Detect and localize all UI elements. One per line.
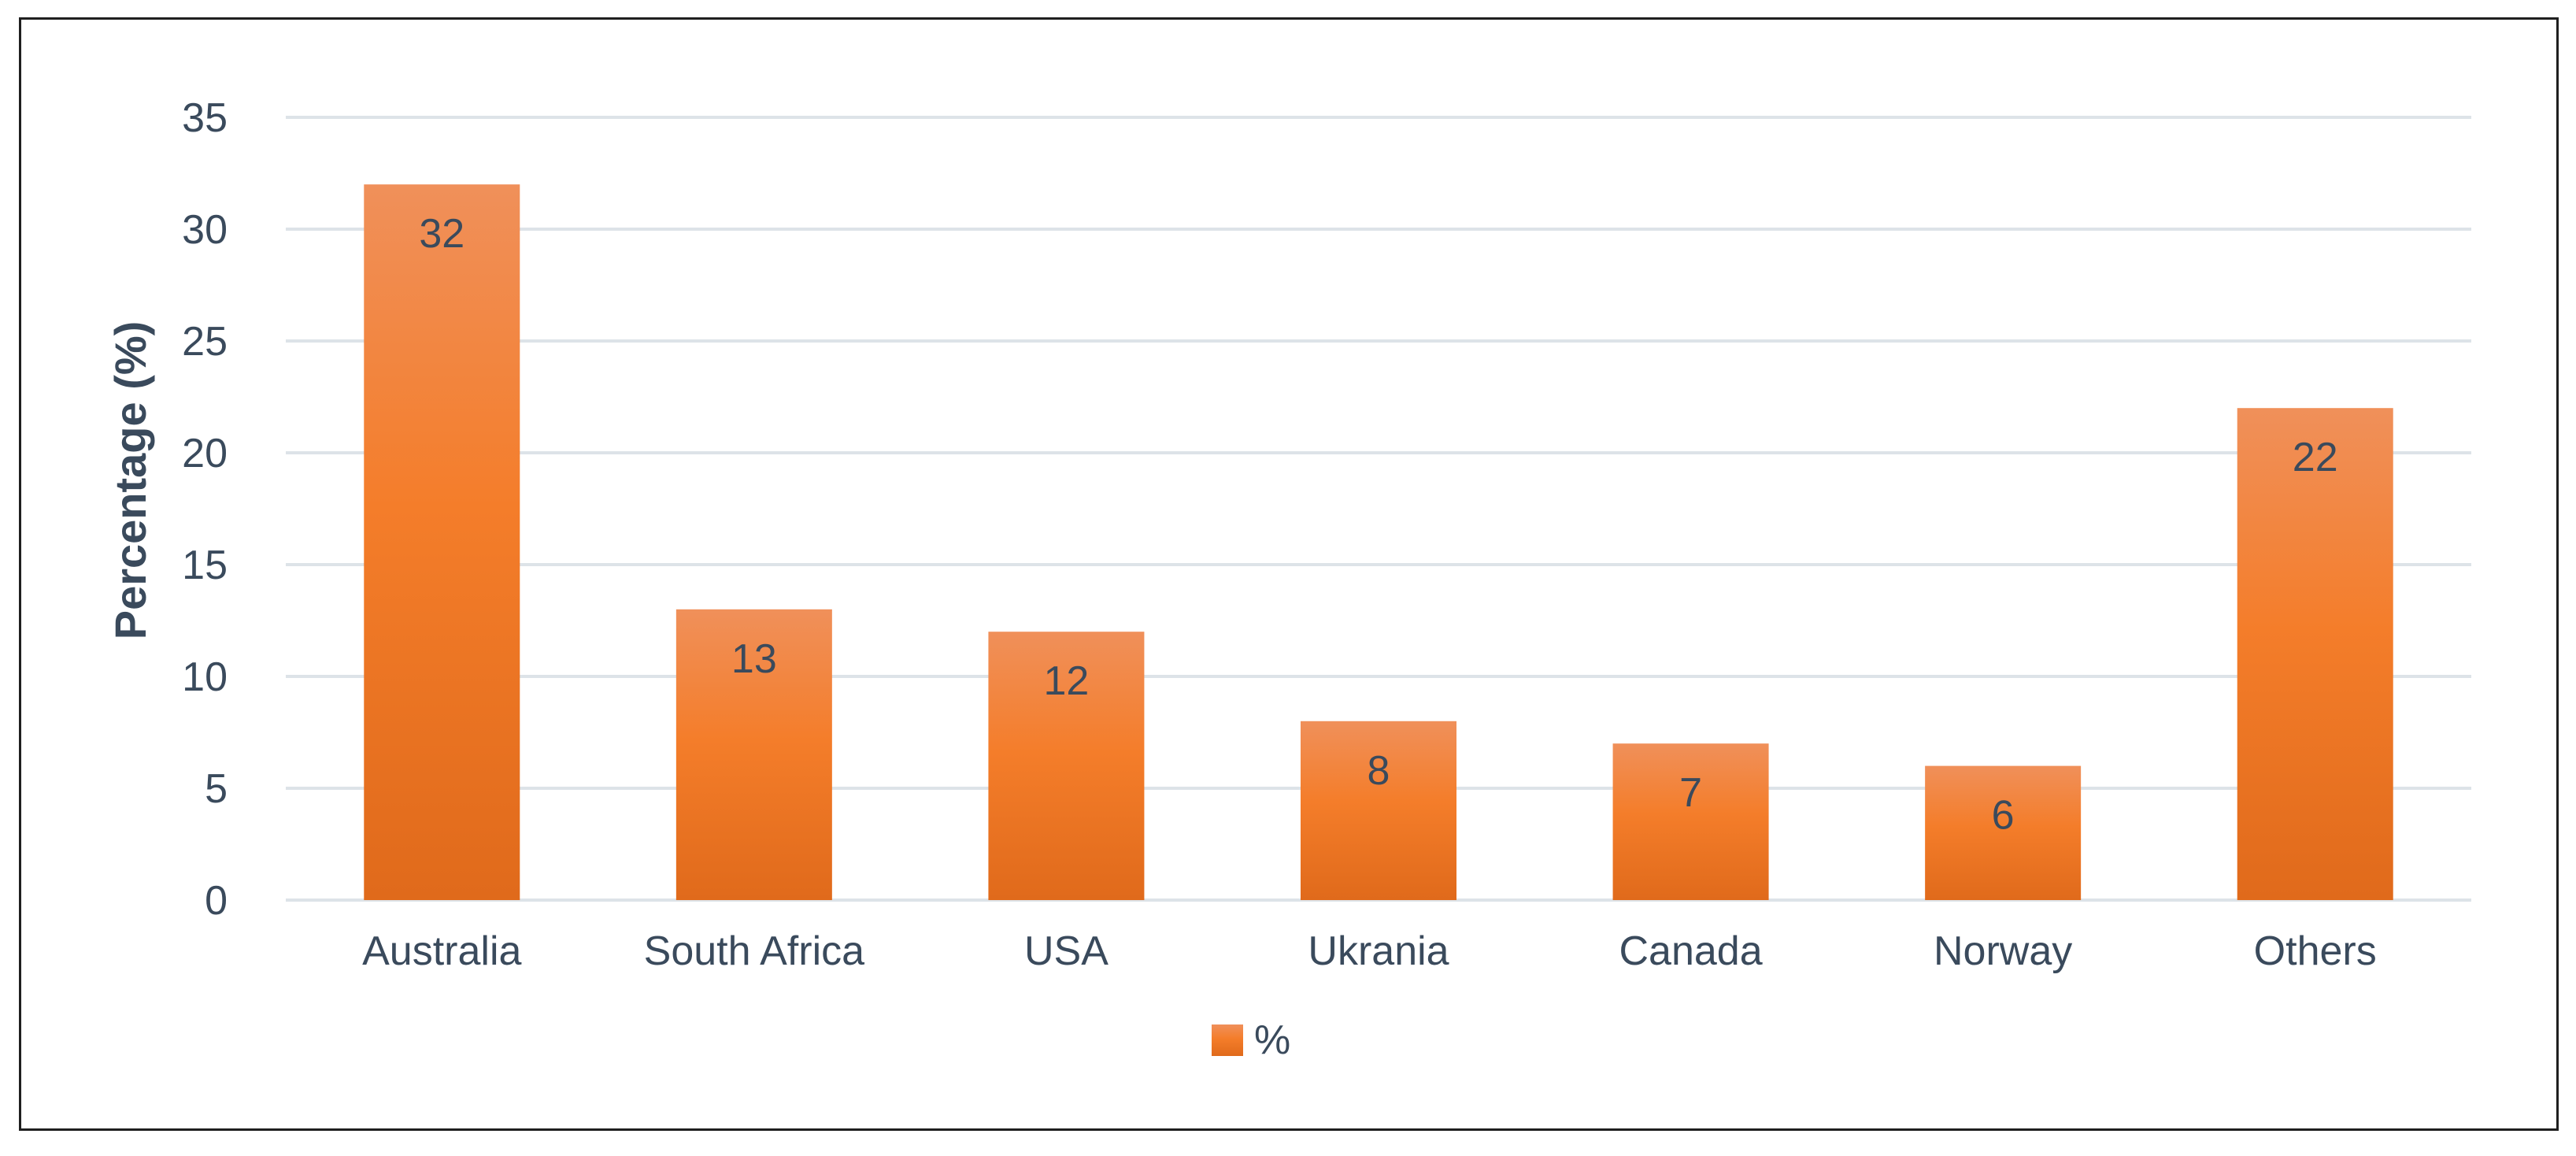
y-tick-label: 15 <box>182 543 228 588</box>
x-category-label: Canada <box>1619 928 1762 974</box>
gridlines <box>286 116 2471 902</box>
bar <box>675 609 832 900</box>
legend-label: % <box>1254 1017 1290 1063</box>
bar <box>2237 408 2393 900</box>
x-axis-categories: Australia South Africa USA Ukrania Canada Nor… <box>362 928 2377 974</box>
bar-value-label: 12 <box>1044 658 1090 704</box>
x-category-label: Ukrania <box>1308 928 1449 974</box>
y-tick-label: 35 <box>182 95 228 141</box>
y-tick-label: 30 <box>182 207 228 253</box>
x-category-label: South Africa <box>644 928 864 974</box>
x-category-label: Norway <box>1934 928 2072 974</box>
bar-value-label: 32 <box>419 211 464 257</box>
y-tick-label: 0 <box>205 878 228 924</box>
bars <box>364 184 2393 900</box>
bar <box>1612 743 1769 900</box>
y-axis-ticks: 0 5 10 15 20 25 30 35 <box>182 95 228 924</box>
legend: % <box>1212 1017 1290 1063</box>
y-tick-label: 10 <box>182 654 228 700</box>
x-category-label: USA <box>1024 928 1108 974</box>
x-category-label: Australia <box>362 928 521 974</box>
y-tick-label: 20 <box>182 431 228 476</box>
y-axis-label: Percentage (%) <box>105 321 155 640</box>
x-category-label: Others <box>2254 928 2377 974</box>
bar <box>1301 721 1456 900</box>
legend-swatch <box>1212 1024 1243 1056</box>
bar-value-label: 6 <box>1992 793 2015 839</box>
bar-value-label: 22 <box>2293 435 2338 480</box>
bar-value-label: 13 <box>731 636 777 682</box>
bar-chart: 0 5 10 15 20 25 30 35 32 13 12 8 7 6 22 Australia Sout… <box>105 95 2471 1063</box>
data-labels: 32 13 12 8 7 6 22 <box>419 211 2337 838</box>
bar <box>988 632 1145 900</box>
bar-value-label: 7 <box>1679 770 1702 816</box>
bar-value-label: 8 <box>1368 748 1390 794</box>
chart-frame: 0 5 10 15 20 25 30 35 32 13 12 8 7 6 22 Australia Sout… <box>19 17 2559 1131</box>
bar <box>364 184 520 900</box>
y-tick-label: 5 <box>205 766 228 812</box>
y-tick-label: 25 <box>182 319 228 365</box>
bar <box>1925 765 2082 900</box>
